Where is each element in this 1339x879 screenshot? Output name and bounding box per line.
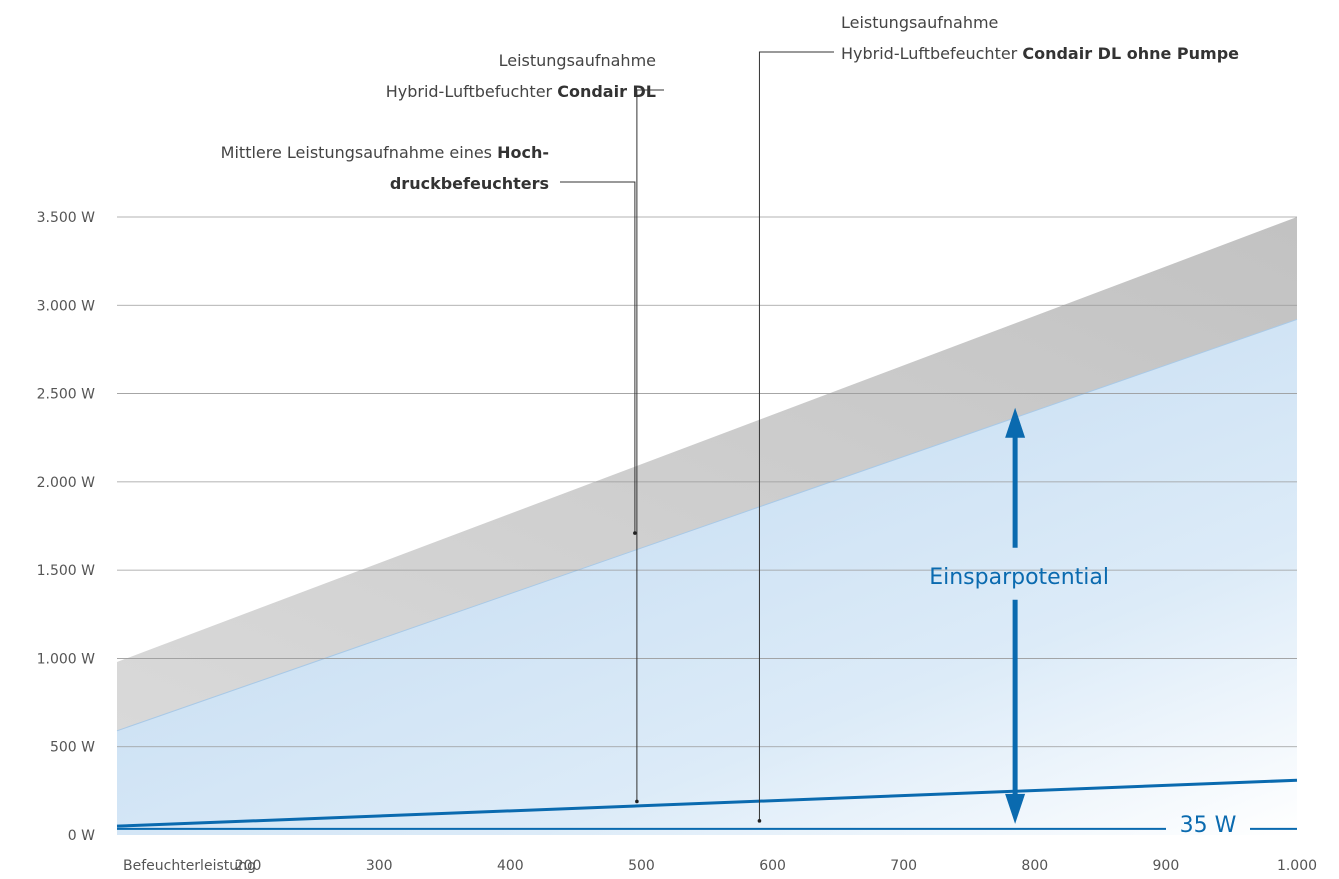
savings-label: Einsparpotential [929, 565, 1109, 590]
condair-dl-ohne-pumpe-leader-dot [757, 819, 762, 823]
hochdruck-annotation-line2: druckbefeuchters [390, 174, 549, 193]
annotations: Mittlere Leistungsaufnahme eines Hoch- d… [221, 13, 1239, 823]
y-tick-label: 3.500 W [37, 210, 96, 226]
condair-dl-line [116, 778, 1298, 828]
y-tick-label: 1.500 W [37, 563, 96, 579]
y-tick-label: 3.000 W [37, 298, 96, 314]
hochdruck-annotation-text: Mittlere Leistungsaufnahme eines [221, 143, 497, 162]
condair-dl-leader-dot [635, 799, 639, 804]
grid-layer [117, 216, 1297, 748]
x-tick-label: 600 [759, 858, 786, 874]
condair-dl-annotation-line1: Leistungsaufnahme [499, 51, 656, 70]
y-tick-label: 1.000 W [37, 651, 96, 667]
hochdruck-leader-dot [633, 531, 637, 535]
baseline-value-label: 35 W [1180, 813, 1237, 838]
hochdruck-annotation-bold1: Hoch- [497, 143, 549, 162]
condair-dl-ohne-pumpe-annotation-bold: Condair DL ohne Pumpe [1022, 44, 1239, 63]
y-tick-label: 0 W [68, 828, 95, 844]
x-tick-label: 400 [497, 858, 524, 874]
savings-arrow: Einsparpotential [929, 407, 1109, 824]
arrow-up-icon [1005, 407, 1026, 438]
condair-dl-annotation-text: Hybrid-Luftbefuchter [386, 82, 558, 101]
areas-layer [116, 217, 1298, 835]
x-tick-label: 500 [628, 858, 655, 874]
x-tick-label: 900 [1153, 858, 1180, 874]
savings-area [117, 319, 1297, 835]
arrow-down-icon [1005, 793, 1026, 824]
series-layer: 35 W [116, 778, 1298, 838]
hochdruck-leader-line [560, 181, 636, 534]
condair-dl-ohne-pumpe-annotation-text: Hybrid-Luftbefeuchter [841, 44, 1022, 63]
x-tick-label: 800 [1021, 858, 1048, 874]
condair-dl-ohne-pumpe-annotation-line2: Hybrid-Luftbefeuchter Condair DL ohne Pu… [841, 44, 1239, 63]
y-tick-label: 2.500 W [37, 387, 96, 403]
x-tick-label: 200 [235, 858, 262, 874]
y-tick-label: 2.000 W [37, 475, 96, 491]
savings-area-edge [116, 318, 1298, 732]
y-tick-label: 500 W [50, 740, 95, 756]
y-axis: 0 W 500 W 1.000 W 1.500 W 2.000 W 2.500 W 3.00… [37, 210, 96, 844]
condair-dl-annotation-line2: Hybrid-Luftbefuchter Condair DL [386, 82, 656, 101]
x-tick-label: 300 [366, 858, 393, 874]
x-tick-label: 1.000 [1277, 858, 1317, 874]
hochdruck-annotation-line1: Mittlere Leistungsaufnahme eines Hoch- [221, 143, 549, 162]
condair-dl-annotation-bold: Condair DL [557, 82, 656, 101]
x-axis-label: Befeuchterleistung [123, 858, 256, 874]
condair-dl-ohne-pumpe-leader-line [758, 51, 834, 821]
hochdruck-band [117, 217, 1297, 731]
x-tick-label: 700 [890, 858, 917, 874]
condair-dl-leader-line [636, 89, 664, 802]
condair-dl-ohne-pumpe-annotation-line1: Leistungsaufnahme [841, 13, 998, 32]
